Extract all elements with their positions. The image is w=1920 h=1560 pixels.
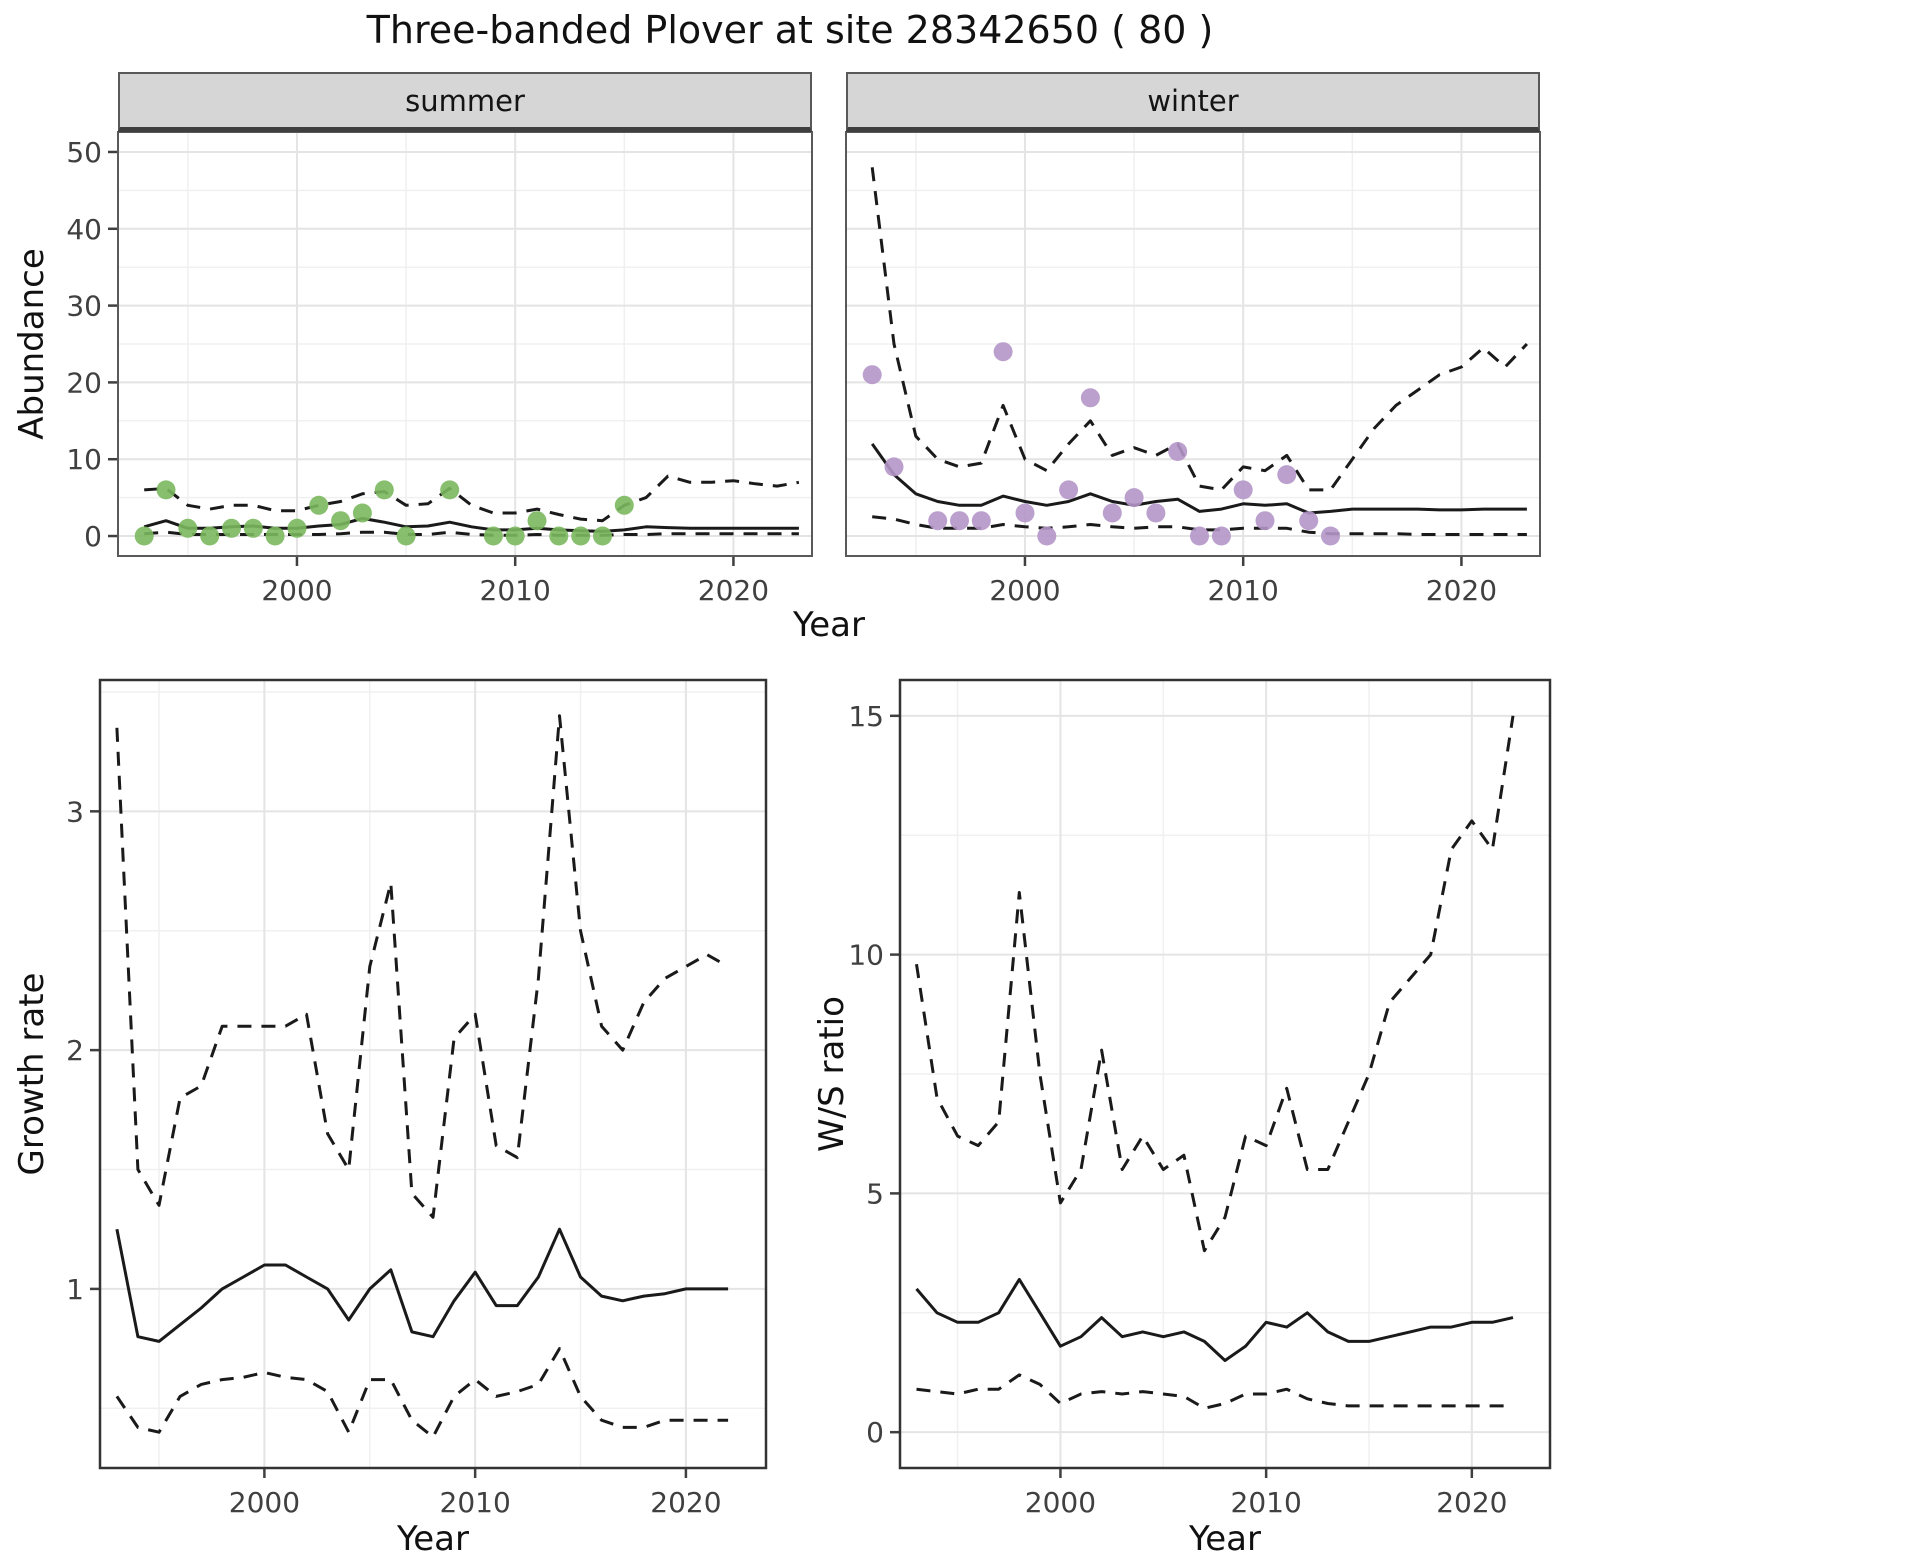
data-point	[1277, 465, 1297, 485]
x-tick-label: 2020	[1426, 574, 1497, 607]
data-point	[156, 480, 176, 500]
data-point	[884, 457, 904, 477]
data-point	[993, 342, 1013, 362]
data-point	[971, 511, 991, 531]
figure-title: Three-banded Plover at site 28342650 ( 8…	[366, 8, 1214, 52]
y-tick-label: 20	[66, 366, 102, 399]
data-point	[505, 526, 525, 546]
data-point	[950, 511, 969, 531]
y-axis-title-abundance: Abundance	[12, 248, 52, 440]
panel-border	[117, 131, 813, 557]
data-point	[265, 526, 285, 546]
data-point	[374, 480, 394, 500]
panel-abundance-winter: 2000 2010 2020	[845, 131, 1541, 607]
data-point	[571, 526, 591, 546]
data-point	[1168, 442, 1188, 461]
panel-border	[898, 678, 1552, 1470]
data-point	[1211, 526, 1231, 546]
x-tick-label: 2000	[989, 574, 1060, 607]
facet-strip-winter: winter	[846, 72, 1540, 132]
data-point	[1015, 503, 1035, 523]
y-tick-label: 50	[66, 136, 102, 169]
facet-strip-summer-label: summer	[405, 83, 525, 118]
data-point	[1124, 488, 1144, 508]
panel-border	[98, 678, 768, 1470]
panel-border	[845, 131, 1541, 557]
data-point	[1321, 526, 1340, 546]
x-axis-title-top: Year	[793, 605, 865, 645]
data-point	[928, 511, 948, 531]
x-tick-label: 2020	[1436, 1486, 1507, 1519]
y-tick-label: 40	[66, 213, 102, 246]
x-tick-label: 2010	[1208, 574, 1279, 607]
x-tick-label: 2000	[261, 574, 332, 607]
x-axis-title-bottom-right: Year	[1189, 1519, 1261, 1559]
facet-strip-summer: summer	[118, 72, 812, 132]
y-tick-label: 1	[66, 1273, 84, 1306]
estimate-line	[915, 1277, 1514, 1362]
data-point	[1233, 480, 1253, 500]
panel-abundance-summer: 2000 2010 2020 0 10 20 30 40 50	[66, 131, 813, 607]
data-point	[178, 518, 198, 538]
x-tick-label: 2020	[650, 1486, 721, 1519]
y-axis-title-growth-rate: Growth rate	[12, 972, 52, 1176]
data-point	[352, 503, 372, 523]
y-tick-label: 0	[84, 520, 102, 553]
data-point	[331, 511, 351, 531]
y-tick-label: 10	[66, 443, 102, 476]
y-tick-label: 5	[866, 1177, 884, 1210]
upper-ci-line	[144, 474, 800, 523]
y-tick-label: 10	[848, 939, 884, 972]
y-axis-title-ws-ratio: W/S ratio	[812, 996, 852, 1152]
data-point	[1190, 526, 1209, 546]
data-point	[309, 495, 329, 515]
data-point	[549, 526, 569, 546]
y-tick-label: 2	[66, 1034, 84, 1067]
data-point	[440, 480, 460, 500]
estimate-line	[115, 1227, 729, 1343]
x-tick-label: 2000	[229, 1486, 300, 1519]
x-axis-title-bottom-left: Year	[397, 1519, 469, 1559]
data-point	[862, 365, 882, 385]
data-point	[243, 518, 263, 538]
y-tick-label: 0	[866, 1416, 884, 1449]
panel-background	[100, 680, 766, 1468]
data-point	[614, 495, 634, 515]
x-tick-label: 2010	[480, 574, 551, 607]
facet-strip-winter-label: winter	[1147, 83, 1239, 118]
data-point	[1102, 503, 1122, 523]
x-tick-label: 2020	[698, 574, 769, 607]
data-point	[396, 526, 416, 546]
data-point	[200, 526, 220, 546]
y-tick-label: 30	[66, 290, 102, 323]
upper-ci-line	[115, 714, 729, 1219]
data-point	[593, 526, 612, 546]
panel-growth-rate: 2000 2010 2020 1 2 3	[66, 678, 768, 1519]
lower-ci-line	[115, 1347, 729, 1439]
x-tick-label: 2000	[1025, 1486, 1096, 1519]
data-point	[1255, 511, 1275, 531]
upper-ci-line	[915, 715, 1515, 1253]
data-point	[527, 511, 547, 531]
x-tick-label: 2010	[1231, 1486, 1302, 1519]
upper-ci-line	[870, 167, 1528, 492]
data-point	[483, 526, 503, 546]
data-point	[1146, 503, 1166, 523]
data-point	[222, 518, 241, 538]
data-point	[134, 526, 154, 546]
panel-ws-ratio: 2000 2010 2020 0 5 10 15	[848, 678, 1552, 1519]
lower-ci-line	[916, 1373, 1513, 1410]
data-point	[1037, 526, 1057, 546]
y-tick-label: 3	[66, 795, 84, 828]
estimate-line	[870, 443, 1527, 515]
data-point	[1059, 480, 1079, 500]
data-point	[1299, 511, 1319, 531]
data-point	[1080, 388, 1100, 408]
data-point	[287, 518, 307, 538]
y-tick-label: 15	[848, 700, 884, 733]
x-tick-label: 2010	[440, 1486, 511, 1519]
